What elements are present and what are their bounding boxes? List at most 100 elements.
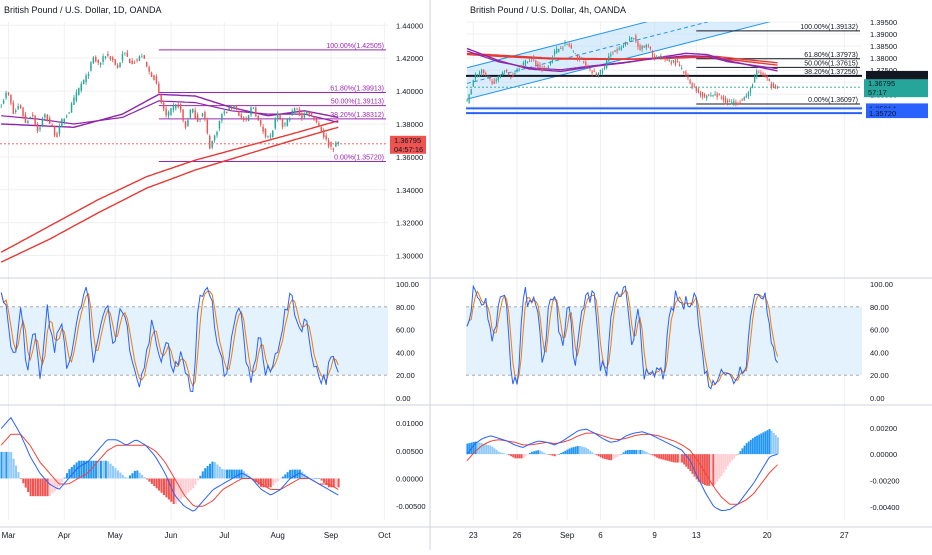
candle-body xyxy=(267,135,269,137)
macd-histogram-bar xyxy=(276,478,279,482)
macd-histogram-bar xyxy=(714,454,717,485)
price-tick-label: 1.42000 xyxy=(396,54,423,63)
candle-body xyxy=(591,71,593,74)
macd-histogram-bar xyxy=(216,464,219,479)
stoch-tick-label: 20.00 xyxy=(870,371,889,380)
daily-chart-panel[interactable]: British Pound / U.S. Dollar, 1D, OANDA 1… xyxy=(0,5,426,540)
candle-body xyxy=(303,114,306,118)
candle-body xyxy=(676,60,679,63)
candle-body xyxy=(485,73,487,75)
macd-histogram-bar xyxy=(697,454,700,482)
candle-body xyxy=(235,105,238,109)
candle-body xyxy=(683,71,685,73)
macd-histogram-bar xyxy=(85,460,88,479)
fib-level-label: 100.00%(1.42505) xyxy=(326,43,384,50)
macd-histogram-bar xyxy=(92,460,95,479)
macd-histogram-bar xyxy=(218,466,221,479)
macd-histogram-bar xyxy=(209,463,212,479)
candle-body xyxy=(672,60,675,63)
macd-histogram-bar xyxy=(472,441,475,455)
candle-body xyxy=(289,118,291,121)
candle-body xyxy=(272,130,274,138)
macd-histogram-bar xyxy=(768,429,771,455)
candle-body xyxy=(668,59,670,62)
macd-histogram-bar xyxy=(187,478,190,493)
macd-histogram-bar xyxy=(589,450,592,455)
macd-histogram-bar xyxy=(257,478,260,485)
macd-histogram-bar xyxy=(235,469,238,479)
macd-histogram-bar xyxy=(320,478,323,481)
macd-histogram-bar xyxy=(310,478,313,480)
candle-body xyxy=(574,53,577,55)
4h-chart-title: British Pound / U.S. Dollar, 4h, OANDA xyxy=(470,5,626,15)
stoch-tick-label: 40.00 xyxy=(396,348,415,357)
macd-histogram-bar xyxy=(653,454,656,457)
macd-histogram-bar xyxy=(776,437,779,455)
candle-body xyxy=(29,116,32,119)
macd-histogram-bar xyxy=(760,433,763,455)
candle-body xyxy=(129,58,131,64)
candle-body xyxy=(535,60,537,65)
macd-histogram-bar xyxy=(639,449,642,455)
macd-histogram-bar xyxy=(737,453,740,455)
candle-body xyxy=(626,42,629,44)
macd-histogram-bar xyxy=(731,454,733,461)
candle-body xyxy=(772,83,775,89)
candle-body xyxy=(699,92,702,96)
macd-histogram-bar xyxy=(712,454,715,486)
candle-body xyxy=(576,55,579,60)
candle-body xyxy=(293,108,296,113)
candle-body xyxy=(327,140,330,146)
candle-body xyxy=(245,119,247,120)
candle-body xyxy=(286,118,289,127)
candle-body xyxy=(558,48,560,53)
macd-histogram-bar xyxy=(17,472,20,479)
candle-body xyxy=(489,77,491,79)
macd-histogram-bar xyxy=(726,454,729,467)
macd-tick-label: 0.00500 xyxy=(396,447,423,456)
macd-histogram-bar xyxy=(121,474,124,479)
macd-histogram-bar xyxy=(743,445,746,455)
candle-body xyxy=(308,112,310,115)
macd-histogram-bar xyxy=(330,478,333,488)
candle-body xyxy=(612,52,614,54)
macd-histogram-bar xyxy=(177,478,180,502)
price-tick-label: 1.30000 xyxy=(396,252,423,261)
candle-body xyxy=(211,141,213,148)
macd-histogram-bar xyxy=(240,469,243,479)
candle-body xyxy=(19,105,22,109)
candle-body xyxy=(318,123,320,126)
candle-body xyxy=(296,108,298,110)
candle-body xyxy=(491,81,493,84)
candle-body xyxy=(647,45,649,47)
macd-histogram-bar xyxy=(5,451,8,479)
stoch-tick-label: 0.00 xyxy=(396,394,411,403)
candle-body xyxy=(495,79,497,82)
macd-histogram-bar xyxy=(672,454,675,463)
candle-body xyxy=(691,83,693,89)
candle-body xyxy=(747,92,750,97)
candle-body xyxy=(82,79,85,85)
candle-body xyxy=(670,61,672,64)
macd-histogram-bar xyxy=(284,474,287,479)
candle-body xyxy=(337,141,340,144)
candle-body xyxy=(706,95,708,99)
candle-body xyxy=(572,50,574,52)
macd-histogram-bar xyxy=(599,454,602,458)
candle-body xyxy=(560,47,562,49)
last-price-value: 1.36795 xyxy=(868,79,895,88)
macd-histogram-bar xyxy=(718,454,721,479)
candle-body xyxy=(714,93,716,96)
last-price-countdown: 57:17 xyxy=(868,88,887,97)
macd-histogram-bar xyxy=(153,478,156,487)
candle-body xyxy=(737,103,739,105)
macd-histogram-bar xyxy=(264,478,267,488)
candle-body xyxy=(153,75,155,80)
macd-histogram-bar xyxy=(281,476,284,479)
macd-histogram-bar xyxy=(747,441,750,455)
candle-body xyxy=(102,56,104,63)
4h-chart-panel[interactable]: British Pound / U.S. Dollar, 4h, OANDA 1… xyxy=(466,0,928,540)
candle-body xyxy=(701,92,704,97)
candle-body xyxy=(218,120,221,129)
candle-body xyxy=(201,113,204,117)
